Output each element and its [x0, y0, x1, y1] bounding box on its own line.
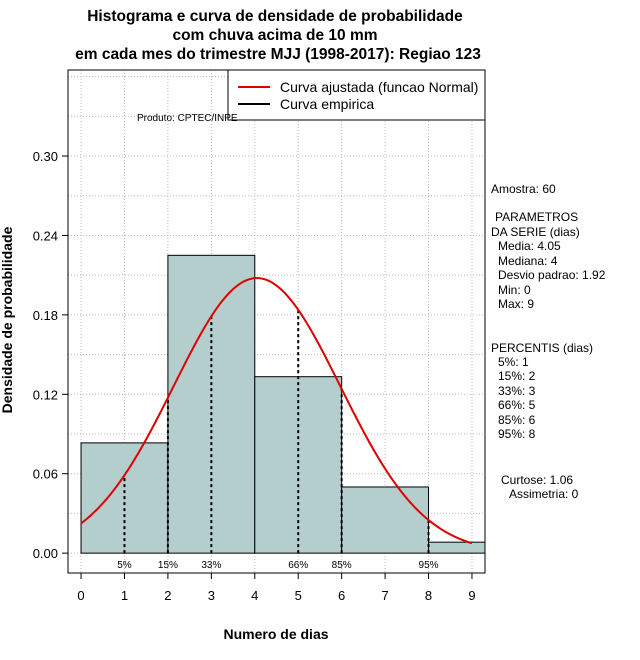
chart-title-line-1: Histograma e curva de densidade de proba… [87, 8, 463, 25]
y-tick-label-3: 0.18 [33, 308, 58, 323]
stat-media: Media: 4.05 [498, 239, 561, 253]
legend-empirical-label: Curva empirica [280, 96, 374, 112]
percentile-label-5: 95% [419, 560, 439, 571]
stat-desvio: Desvio padrao: 1.92 [498, 268, 606, 282]
stat-curtose: Curtose: 1.06 [501, 473, 573, 487]
chart-title-line-3: em cada mes do trimestre MJJ (1998-2017)… [75, 46, 481, 63]
stat-max: Max: 9 [498, 297, 534, 311]
stat-p85: 85%: 6 [498, 413, 536, 427]
percentile-label-2: 33% [201, 560, 221, 571]
histogram-bar-2 [254, 376, 343, 554]
fitted-normal-curve [80, 277, 473, 545]
stat-p33: 33%: 3 [498, 384, 536, 398]
stat-mediana: Mediana: 4 [498, 254, 558, 268]
stat-p66: 66%: 5 [498, 398, 536, 412]
x-tick-label-6: 6 [338, 588, 345, 603]
y-tick-label-1: 0.06 [33, 467, 58, 482]
stat-param-header-1: PARAMETROS [495, 210, 578, 224]
stats-panel: Amostra: 60 PARAMETROS DA SERIE (dias) M… [491, 182, 606, 501]
y-tick-label-2: 0.12 [33, 387, 58, 402]
x-tick-label-3: 3 [208, 588, 215, 603]
x-axis-label: Numero de dias [223, 626, 328, 642]
x-tick-label-9: 9 [468, 588, 475, 603]
x-tick-label-8: 8 [425, 588, 432, 603]
histogram-bars [80, 254, 486, 554]
source-label: Produto: CPTEC/INPE [137, 113, 238, 124]
y-tick-label-0: 0.00 [33, 546, 58, 561]
stat-p5: 5%: 1 [498, 355, 529, 369]
stat-param-header-2: DA SERIE (dias) [491, 225, 580, 239]
stat-p15: 15%: 2 [498, 369, 536, 383]
histogram-bar-4 [428, 541, 486, 554]
x-tick-label-5: 5 [295, 588, 302, 603]
stat-assimetria: Assimetria: 0 [509, 487, 579, 501]
legend: Curva ajustada (funcao Normal) Curva emp… [227, 69, 486, 121]
x-tick-label-0: 0 [77, 588, 84, 603]
y-tick-label-4: 0.24 [33, 228, 58, 243]
percentile-label-3: 66% [288, 560, 308, 571]
stat-amostra: Amostra: 60 [491, 182, 556, 196]
x-axis: 0 1 2 3 4 5 6 7 8 9 [77, 572, 476, 603]
stat-percentis-header: PERCENTIS (dias) [491, 341, 593, 355]
x-tick-label-2: 2 [164, 588, 171, 603]
x-tick-label-4: 4 [251, 588, 258, 603]
chart-title-line-2: com chuva acima de 10 mm [172, 27, 377, 44]
legend-box [227, 69, 486, 121]
histogram-bar-1 [167, 254, 256, 554]
density-curve [80, 277, 473, 545]
percentile-label-0: 5% [117, 560, 132, 571]
stat-min: Min: 0 [498, 283, 531, 297]
percentile-label-1: 15% [158, 560, 178, 571]
x-tick-label-1: 1 [121, 588, 128, 603]
y-tick-label-5: 0.30 [33, 149, 58, 164]
percentile-label-4: 85% [332, 560, 352, 571]
legend-fitted-label: Curva ajustada (funcao Normal) [280, 79, 478, 95]
percentile-lines: 5% 15% 33% 66% 85% 95% [117, 309, 439, 571]
stat-p95: 95%: 8 [498, 427, 536, 441]
y-axis: 0.00 0.06 0.12 0.18 0.24 0.30 [33, 149, 69, 561]
histogram-bar-3 [341, 486, 430, 554]
y-axis-label: Densidade de probabilidade [0, 226, 15, 413]
x-tick-label-7: 7 [381, 588, 388, 603]
